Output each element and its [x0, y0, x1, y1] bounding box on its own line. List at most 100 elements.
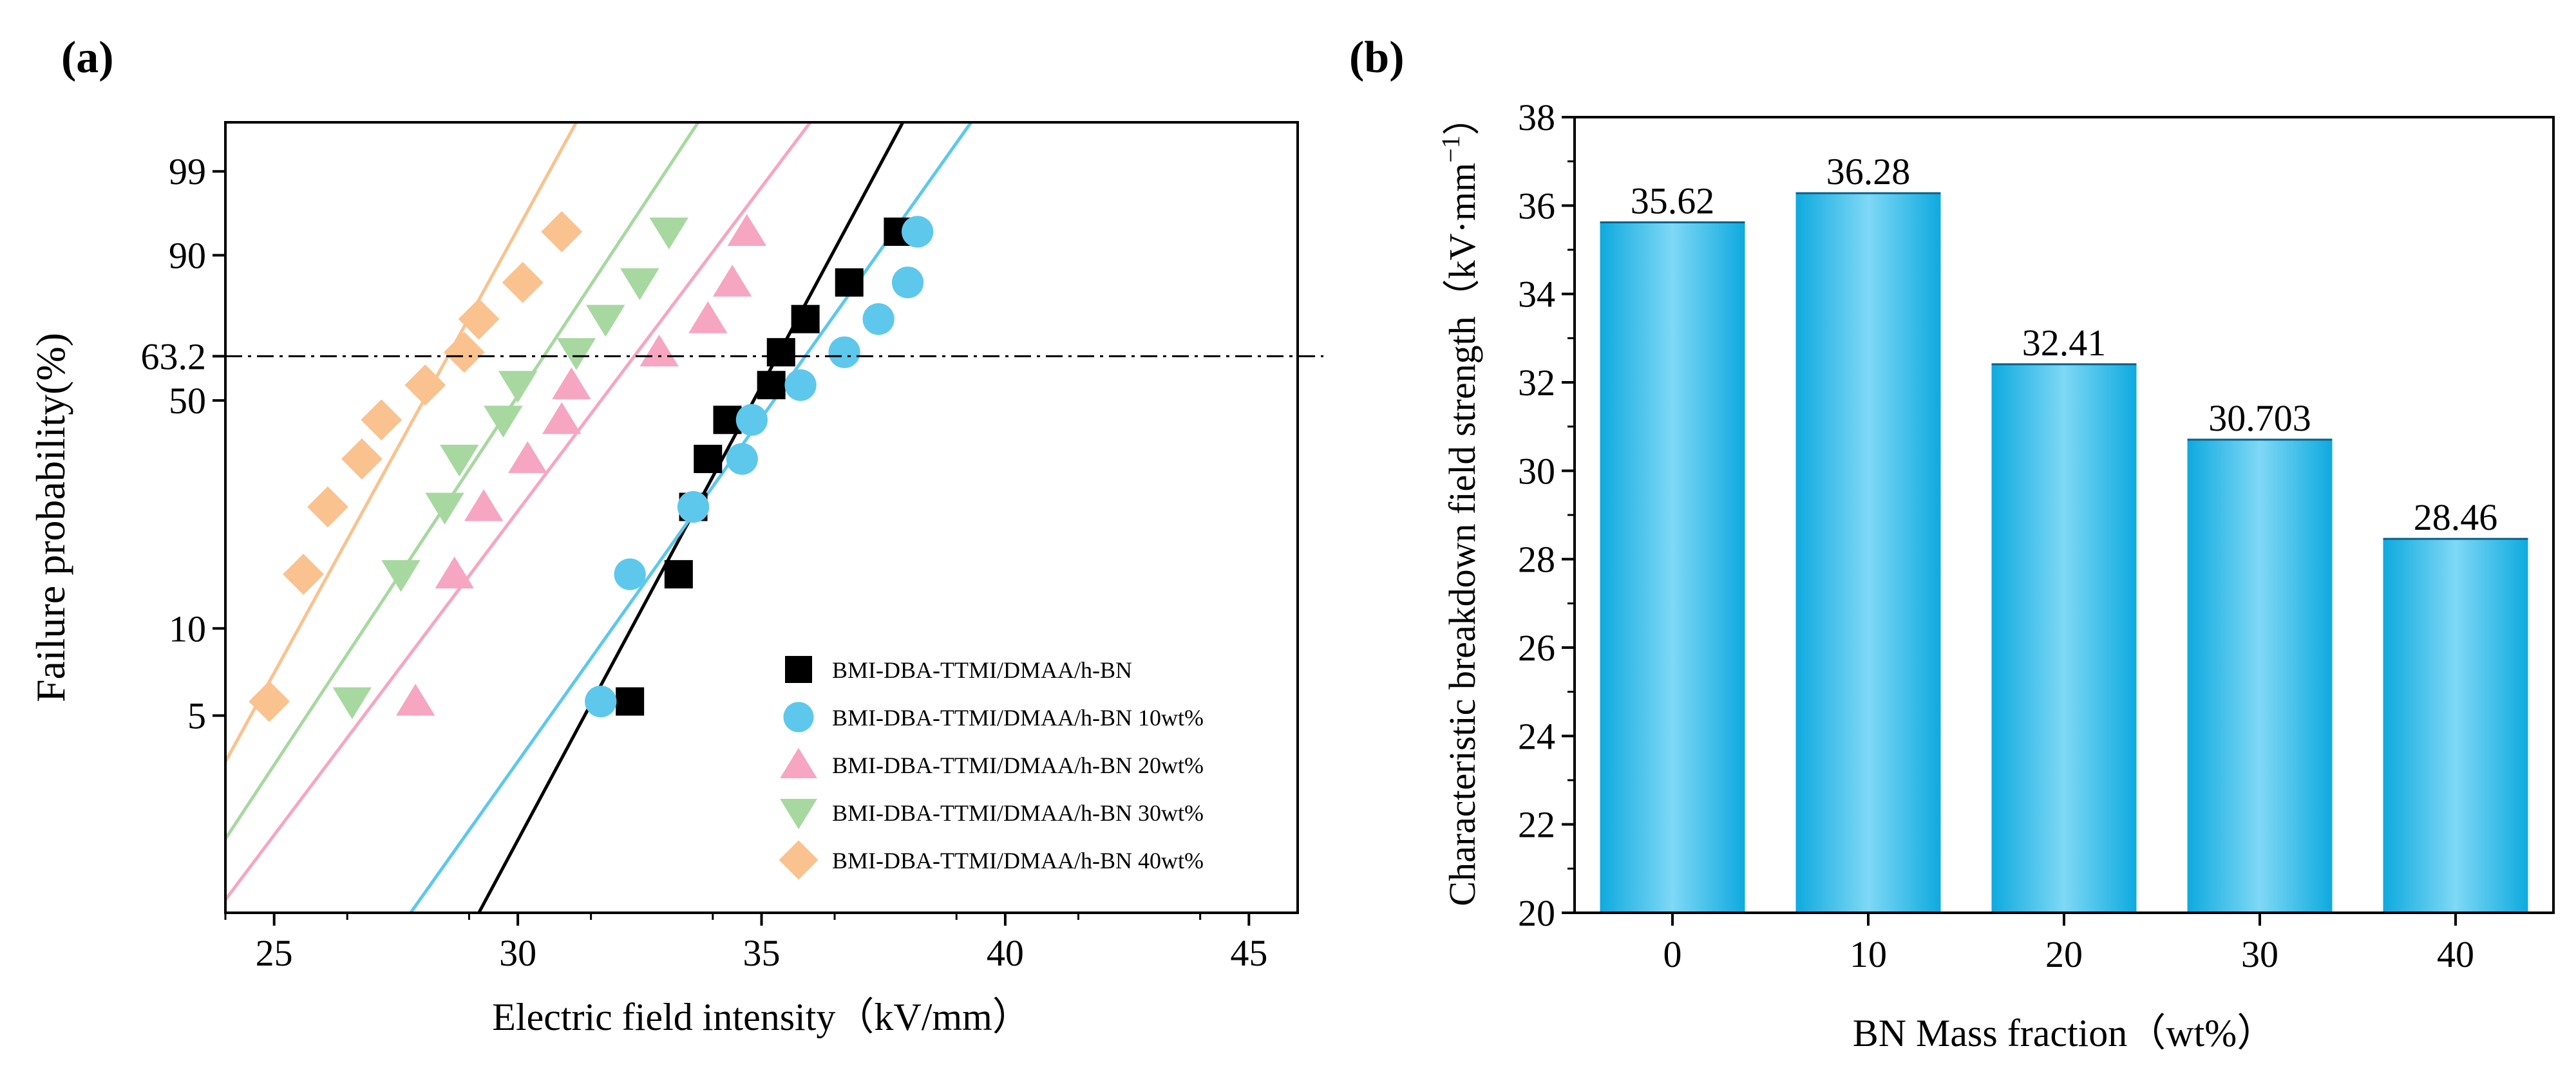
data-point-s4-8	[502, 261, 544, 303]
y-axis-label-b: Characteristic breakdown field strength（…	[1436, 98, 1483, 906]
bar-panel: (b) 35.62 36.28 32.41 30.703 28.46 0 10 20 30 40…	[1349, 33, 2555, 1054]
legend-label-1: BMI-DBA-TTMI/DMAA/h-BN 10wt%	[832, 705, 1204, 731]
data-point-s3-6	[556, 338, 596, 370]
data-point-s0-3	[694, 444, 723, 473]
panel-label-a: (a)	[61, 33, 114, 82]
data-point-s0-8	[835, 268, 864, 297]
data-point-s4-2	[307, 486, 348, 528]
y-tick-label-a: 5	[187, 695, 206, 737]
fit-line-2	[225, 122, 812, 903]
legend-label-3: BMI-DBA-TTMI/DMAA/h-BN 30wt%	[832, 800, 1204, 826]
x-tick-label-b: 20	[2045, 933, 2083, 975]
data-point-s3-1	[381, 560, 421, 592]
y-tick-label-b: 38	[1518, 97, 1555, 138]
data-point-s2-5	[552, 367, 591, 400]
data-point-s3-2	[425, 492, 464, 525]
data-point-s3-5	[498, 371, 538, 403]
data-point-s1-8	[891, 266, 924, 299]
legend-label-2: BMI-DBA-TTMI/DMAA/h-BN 20wt%	[832, 752, 1204, 778]
legend-marker-4	[779, 840, 819, 880]
legend-marker-0	[785, 656, 812, 683]
data-point-s2-9	[727, 214, 767, 246]
data-point-s4-1	[283, 554, 324, 595]
data-point-s1-7	[862, 303, 895, 335]
x-tick-label-a: 35	[743, 932, 781, 974]
data-point-s1-0	[585, 686, 617, 718]
bar-10wt	[1795, 193, 1941, 913]
x-tick-label-b: 10	[1850, 933, 1887, 975]
bar-value-label: 35.62	[1631, 180, 1715, 221]
bar-20wt	[1991, 364, 2137, 913]
y-tick-label-b: 20	[1518, 892, 1555, 934]
data-point-s1-3	[726, 443, 758, 475]
data-point-s3-9	[649, 217, 688, 250]
data-point-s3-0	[332, 687, 372, 720]
data-point-s4-4	[361, 399, 402, 441]
data-point-s2-3	[507, 441, 547, 473]
data-point-s2-4	[542, 402, 582, 435]
x-tick-label-b: 0	[1663, 933, 1682, 975]
fit-line-3	[225, 122, 700, 842]
bar-value-label: 36.28	[1826, 151, 1911, 192]
y-tick-label-b: 36	[1518, 185, 1555, 227]
y-tick-label-b: 26	[1518, 627, 1555, 669]
x-tick-label-a: 25	[256, 932, 293, 974]
data-point-s4-3	[341, 438, 383, 480]
data-point-s2-7	[688, 301, 728, 333]
y-tick-label-a: 99	[169, 151, 206, 192]
data-point-s4-6	[443, 332, 485, 373]
x-tick-label-b: 30	[2241, 933, 2278, 975]
y-tick-label-b: 32	[1518, 362, 1555, 404]
y-tick-label-b: 30	[1518, 450, 1555, 492]
data-point-s0-6	[766, 338, 795, 367]
data-point-s0-0	[616, 687, 645, 716]
data-point-s1-1	[614, 558, 646, 590]
legend-marker-1	[783, 702, 814, 733]
bar-value-label: 28.46	[2414, 496, 2498, 538]
bar-40wt	[2383, 539, 2528, 913]
y-axis-label-b-main: Characteristic breakdown field strength（…	[1441, 163, 1483, 906]
x-axis-label-a: Electric field intensity（kV/mm）	[492, 996, 1030, 1038]
x-tick-label-a: 45	[1230, 932, 1267, 974]
data-point-s1-9	[902, 216, 934, 248]
legend-marker-3	[780, 799, 817, 830]
data-point-s3-3	[440, 444, 479, 477]
data-point-s2-8	[712, 265, 752, 297]
data-point-s3-4	[484, 406, 523, 438]
bar-value-label: 32.41	[2022, 322, 2107, 364]
data-point-s2-1	[435, 556, 474, 589]
data-point-s0-5	[757, 371, 786, 400]
legend-label-4: BMI-DBA-TTMI/DMAA/h-BN 40wt%	[832, 848, 1204, 874]
data-point-s1-2	[677, 491, 710, 523]
y-tick-label-a: 90	[169, 235, 206, 277]
y-tick-label-b: 28	[1518, 539, 1555, 581]
data-point-s3-8	[620, 268, 659, 301]
x-tick-label-a: 30	[499, 932, 536, 974]
data-point-s1-5	[784, 369, 817, 401]
y-tick-label-b: 34	[1518, 274, 1555, 315]
fit-line-4	[225, 122, 578, 765]
data-point-s0-7	[791, 304, 820, 333]
bar-0wt	[1600, 222, 1745, 913]
data-point-s4-5	[404, 364, 446, 406]
data-point-s2-6	[639, 334, 679, 367]
bar-30wt	[2187, 440, 2333, 913]
y-axis-label-a: Failure probability(%)	[28, 333, 73, 702]
x-tick-label-b: 40	[2437, 933, 2474, 975]
data-point-s1-6	[828, 336, 860, 368]
y-tick-label-a: 63.2	[141, 335, 207, 377]
y-tick-label-a: 50	[169, 380, 206, 422]
data-point-s4-0	[249, 680, 290, 722]
data-point-s2-2	[464, 489, 504, 521]
data-point-s2-0	[395, 684, 435, 716]
data-point-s4-9	[541, 211, 583, 252]
panel-label-b: (b)	[1349, 33, 1405, 82]
x-tick-label-a: 40	[987, 932, 1024, 974]
data-point-s1-4	[735, 404, 768, 436]
legend-label-0: BMI-DBA-TTMI/DMAA/h-BN	[832, 657, 1132, 683]
data-point-s0-1	[664, 560, 693, 589]
data-point-s4-7	[458, 298, 500, 340]
y-tick-label-b: 22	[1518, 804, 1555, 846]
